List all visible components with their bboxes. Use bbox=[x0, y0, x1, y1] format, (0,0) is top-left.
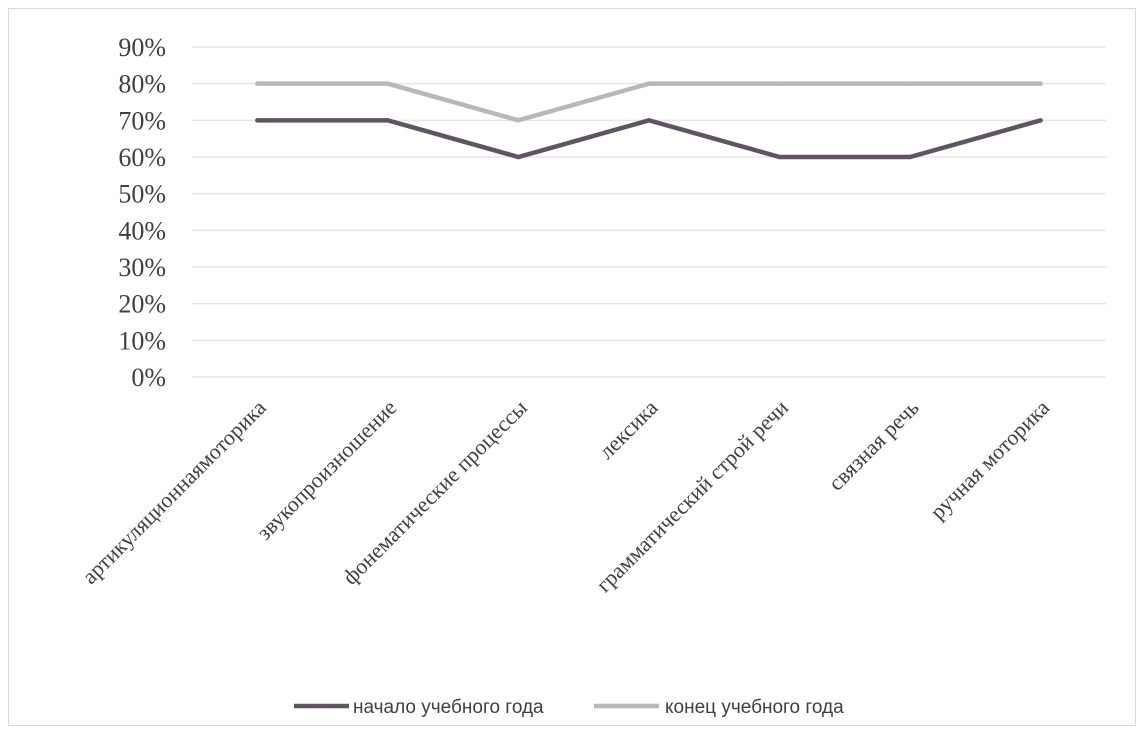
y-tick-label: 10% bbox=[118, 326, 166, 355]
series-line bbox=[257, 117, 1042, 160]
data-point bbox=[907, 154, 913, 160]
data-point bbox=[255, 118, 260, 123]
data-point bbox=[646, 118, 652, 123]
data-point bbox=[646, 81, 652, 86]
y-tick-label: 70% bbox=[118, 106, 166, 135]
y-tick-label: 50% bbox=[118, 180, 166, 209]
y-tick-label: 20% bbox=[118, 290, 166, 319]
data-point bbox=[516, 154, 521, 160]
x-category-label: связная речь bbox=[823, 395, 924, 496]
x-category-label: ручная моторика bbox=[925, 395, 1054, 524]
series-line bbox=[257, 81, 1041, 123]
data-point bbox=[777, 81, 782, 86]
y-tick-label: 30% bbox=[118, 253, 166, 282]
data-point bbox=[385, 81, 391, 86]
data-point bbox=[907, 81, 913, 86]
y-tick-label: 0% bbox=[131, 363, 166, 392]
y-tick-label: 80% bbox=[118, 70, 166, 99]
y-tick-label: 90% bbox=[118, 33, 166, 62]
data-point bbox=[516, 118, 521, 123]
data-point bbox=[385, 118, 391, 123]
data-point bbox=[1038, 81, 1043, 86]
x-category-label: артикуляционнаямоторика bbox=[77, 395, 271, 589]
x-category-label: лексика bbox=[594, 395, 663, 464]
legend-label: начало учебного года bbox=[353, 697, 544, 718]
data-point bbox=[777, 154, 782, 160]
line-chart: 0% 10% 20% 30% 40% 50% 60% 70% 80% 90% артикуляци… bbox=[77, 33, 1106, 718]
legend-label: конец учебного года bbox=[665, 697, 844, 718]
chart-frame: 0% 10% 20% 30% 40% 50% 60% 70% 80% 90% артикуляци… bbox=[8, 8, 1136, 726]
x-category-label: звукопроизношение bbox=[252, 395, 402, 545]
data-point bbox=[255, 81, 260, 86]
y-tick-label: 40% bbox=[118, 216, 166, 245]
y-tick-label: 60% bbox=[118, 143, 166, 172]
data-point bbox=[1038, 118, 1043, 123]
